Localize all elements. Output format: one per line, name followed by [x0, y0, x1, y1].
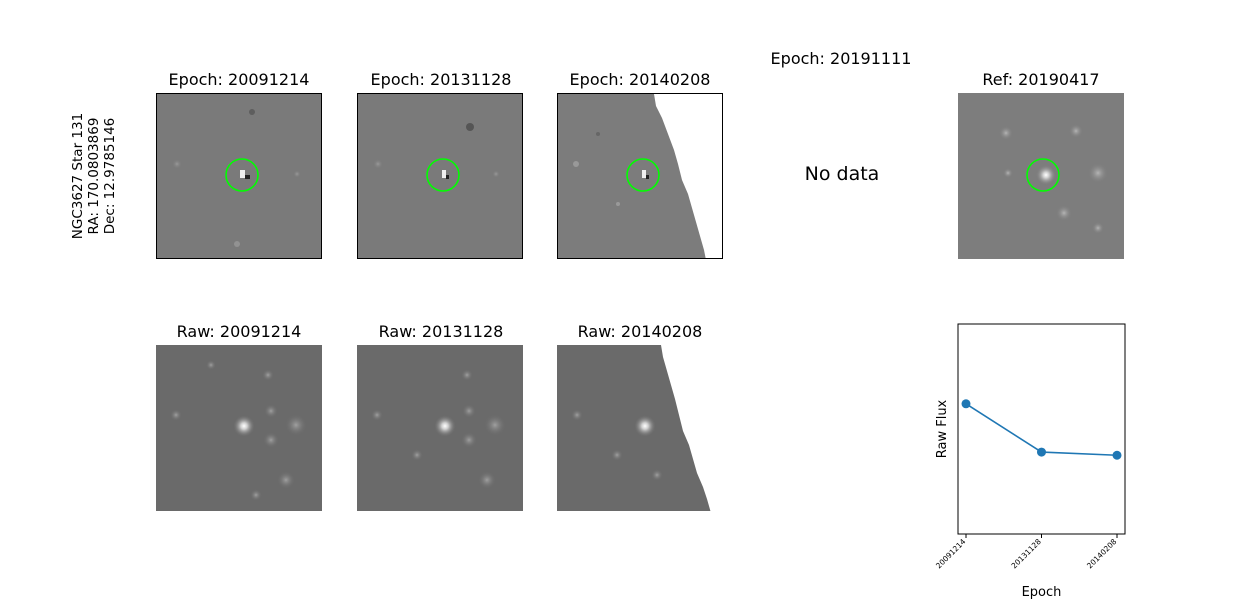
flux-point-2 [1037, 447, 1046, 457]
missing-epoch-title: Epoch: 20191111 [770, 49, 912, 68]
target-circle [626, 158, 660, 192]
diff-image-3 [557, 93, 723, 259]
raw-flux-chart: 20091214 20131128 20140208 Epoch Raw Flux [934, 323, 1126, 600]
raw-image-3 [557, 345, 723, 511]
target-circle [225, 158, 259, 192]
diff-title-1: Epoch: 20091214 [168, 70, 310, 89]
flux-point-3 [1112, 450, 1122, 460]
ref-title: Ref: 20190417 [982, 70, 1100, 89]
x-axis-label: Epoch [1022, 585, 1062, 600]
diff-title-2: Epoch: 20131128 [370, 70, 512, 89]
raw-title-1: Raw: 20091214 [176, 322, 302, 341]
flux-series-line [965, 403, 1118, 457]
row-label-line-2: RA: 170.0803869 [86, 117, 102, 235]
raw-image-2 [357, 345, 523, 511]
row-label-line-3: Dec: 12.9785146 [102, 117, 118, 235]
x-tick-label-2: 20131128 [1010, 537, 1044, 571]
no-data-label: No data [804, 163, 880, 185]
diff-image-1 [156, 93, 322, 259]
diff-title-3: Epoch: 20140208 [569, 70, 711, 89]
target-circle [426, 158, 460, 192]
ref-image [958, 93, 1124, 259]
raw-title-3: Raw: 20140208 [577, 322, 703, 341]
target-circle [1026, 158, 1060, 192]
y-axis-label: Raw Flux [935, 399, 950, 458]
diff-image-2 [357, 93, 523, 259]
x-tick-label-3: 20140208 [1085, 537, 1119, 571]
raw-title-2: Raw: 20131128 [378, 322, 504, 341]
x-tick-label-1: 20091214 [934, 537, 968, 571]
chart-axes-frame [957, 323, 1126, 535]
flux-point-1 [961, 399, 971, 409]
raw-image-1 [156, 345, 322, 511]
row-label-line-1: NGC3627 Star 131 [70, 112, 86, 240]
